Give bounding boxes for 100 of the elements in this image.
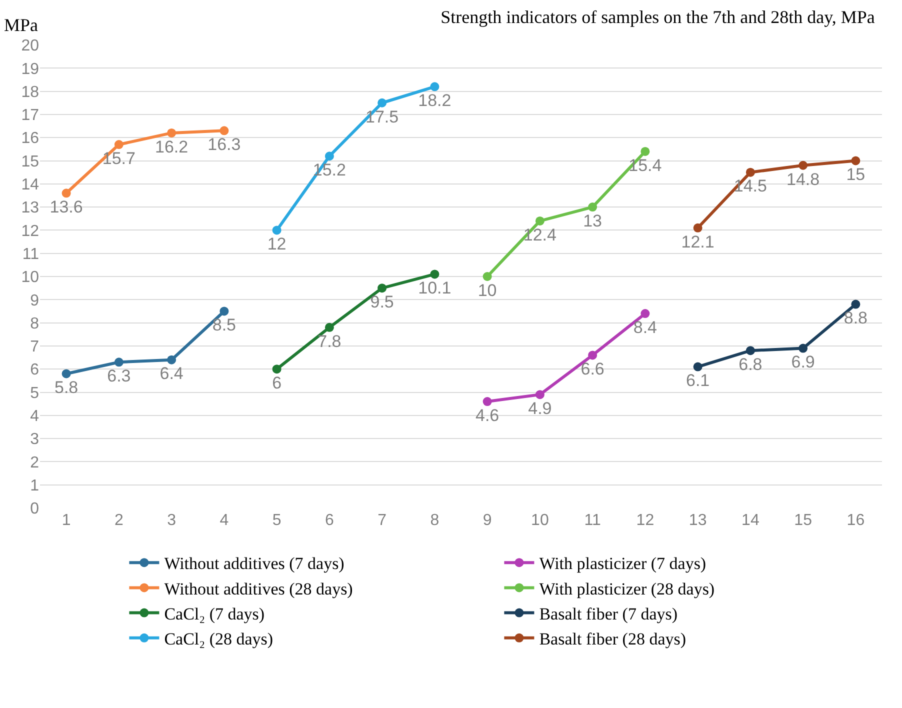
data-label: 15.7 xyxy=(102,148,136,168)
data-label: 10 xyxy=(478,280,497,300)
x-tick-label: 5 xyxy=(272,512,282,529)
data-label: 9.5 xyxy=(370,292,394,312)
point xyxy=(272,226,282,235)
point xyxy=(324,322,334,332)
data-label: 5.8 xyxy=(54,378,78,398)
point xyxy=(430,82,440,92)
x-tick-label: 15 xyxy=(794,512,812,529)
legend-label: With plasticizer (28 days) xyxy=(539,579,715,598)
point xyxy=(324,152,334,161)
point xyxy=(430,270,440,279)
x-tick-label: 6 xyxy=(324,512,334,529)
legend-label: CaCl₂ (28 days) xyxy=(164,630,274,649)
data-label: 7.8 xyxy=(318,332,342,351)
y-tick-label: 19 xyxy=(21,60,40,78)
legend-label: Basalt fiber (28 days) xyxy=(539,630,686,649)
point xyxy=(378,98,387,108)
x-tick-label: 11 xyxy=(584,512,601,529)
y-tick-label: 11 xyxy=(22,246,40,263)
point xyxy=(220,126,229,136)
y-tick-label: 18 xyxy=(21,84,40,101)
point xyxy=(535,216,544,226)
point xyxy=(482,397,492,406)
point xyxy=(640,146,650,156)
point xyxy=(588,202,598,212)
point xyxy=(114,358,124,367)
y-tick-label: 9 xyxy=(30,292,40,310)
y-tick-label: 17 xyxy=(21,107,40,124)
data-label: 4.9 xyxy=(528,398,552,418)
data-label: 13 xyxy=(583,211,602,230)
data-label: 8.8 xyxy=(844,308,868,328)
legend-label: Without additives (7 days) xyxy=(164,554,344,574)
y-tick-label: 20 xyxy=(21,38,40,55)
data-label: 6.8 xyxy=(738,354,762,374)
data-label: 15 xyxy=(846,165,866,184)
data-label: 6.9 xyxy=(791,352,815,372)
point xyxy=(114,140,124,150)
point xyxy=(167,355,176,364)
x-tick-label: 13 xyxy=(688,512,707,529)
y-tick-label: 2 xyxy=(30,454,40,472)
chart-title: Strength indicators of samples on the 7th and 28th day, MPa xyxy=(440,7,875,28)
y-tick-label: 8 xyxy=(30,315,40,332)
data-label: 6.3 xyxy=(107,366,131,386)
data-label: 12 xyxy=(267,234,286,254)
x-tick-label: 12 xyxy=(636,512,654,529)
legend-label: With plasticizer (7 days) xyxy=(539,554,706,574)
point xyxy=(220,306,229,316)
y-tick-label: 12 xyxy=(21,222,40,240)
x-tick-label: 3 xyxy=(167,512,176,529)
y-tick-label: 1 xyxy=(30,477,40,494)
legend-label: Without additives (28 days) xyxy=(164,579,353,598)
point xyxy=(798,344,808,353)
x-tick-label: 2 xyxy=(114,512,124,529)
point xyxy=(798,160,808,170)
point xyxy=(693,223,702,232)
point xyxy=(588,350,598,360)
point xyxy=(746,168,755,177)
point xyxy=(482,272,492,281)
point xyxy=(272,364,282,374)
y-tick-label: 7 xyxy=(30,338,40,356)
y-tick-label: 15 xyxy=(21,153,40,170)
x-tick-label: 7 xyxy=(378,512,387,529)
point xyxy=(535,390,544,400)
y-tick-label: 14 xyxy=(21,176,40,194)
x-tick-label: 10 xyxy=(531,512,549,529)
y-tick-label: 4 xyxy=(30,408,40,425)
y-tick-label: 3 xyxy=(30,431,40,448)
point xyxy=(378,284,387,293)
legend-label: CaCl₂ (7 days) xyxy=(164,604,265,624)
y-tick-label: 6 xyxy=(30,362,40,379)
data-label: 6 xyxy=(272,373,282,392)
y-tick-label: 0 xyxy=(30,500,40,518)
point xyxy=(746,346,755,356)
data-label: 6.4 xyxy=(160,364,184,384)
data-label: 4.6 xyxy=(475,406,500,425)
point xyxy=(851,300,860,309)
data-label: 8.5 xyxy=(212,316,236,335)
data-label: 18.2 xyxy=(418,91,452,110)
x-tick-label: 4 xyxy=(220,512,229,529)
x-tick-label: 8 xyxy=(430,512,440,529)
x-tick-label: 1 xyxy=(62,512,71,529)
data-label: 16.2 xyxy=(155,137,188,156)
point xyxy=(62,369,71,378)
data-label: 6.6 xyxy=(580,360,604,379)
y-tick-label: 13 xyxy=(21,200,40,217)
y-tick-label: 5 xyxy=(30,384,40,402)
point xyxy=(640,309,650,318)
y-axis-title: MPa xyxy=(4,15,38,35)
data-label: 10.1 xyxy=(418,278,452,298)
legend-label: Basalt fiber (7 days) xyxy=(539,604,678,624)
data-label: 16.3 xyxy=(208,135,241,154)
x-tick-label: 14 xyxy=(742,512,760,529)
x-tick-label: 9 xyxy=(482,512,492,529)
data-label: 14.8 xyxy=(786,170,820,189)
data-label: 17.5 xyxy=(366,107,399,126)
x-tick-label: 16 xyxy=(846,512,865,529)
data-label: 8.4 xyxy=(633,318,658,337)
data-label: 12.1 xyxy=(681,232,714,252)
point xyxy=(693,362,702,372)
